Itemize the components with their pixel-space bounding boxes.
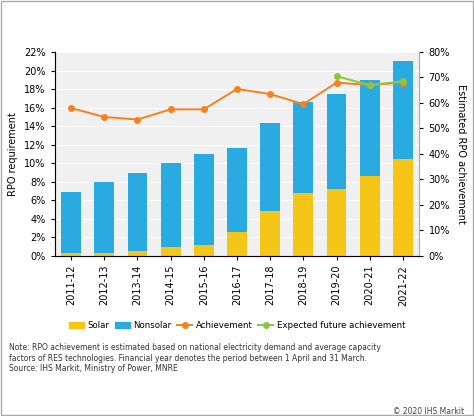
Legend: Solar, Nonsolar, Achievement, Expected future achievement: Solar, Nonsolar, Achievement, Expected f… <box>65 317 409 334</box>
Y-axis label: RPO requirement: RPO requirement <box>9 112 18 196</box>
Bar <box>327 189 346 256</box>
Bar <box>94 182 114 253</box>
Bar <box>128 173 147 251</box>
Bar <box>360 80 380 176</box>
Bar <box>393 61 413 159</box>
Bar <box>128 251 147 256</box>
Bar <box>194 245 214 256</box>
Y-axis label: Estimated RPO achievement: Estimated RPO achievement <box>456 84 465 224</box>
Text: RPO requirement and estimated achievement during FY 2012 to FY 2022: RPO requirement and estimated achievemen… <box>9 19 465 29</box>
Bar <box>260 123 280 211</box>
Bar <box>393 159 413 256</box>
Bar <box>293 193 313 256</box>
Bar <box>61 253 81 256</box>
Bar <box>61 192 81 253</box>
Bar <box>227 232 247 256</box>
Bar <box>94 253 114 256</box>
Text: Note: RPO achievement is estimated based on national electricity demand and aver: Note: RPO achievement is estimated based… <box>9 343 382 373</box>
Bar <box>293 102 313 193</box>
Bar <box>227 149 247 232</box>
Text: © 2020 IHS Markit: © 2020 IHS Markit <box>393 407 465 416</box>
Bar <box>327 94 346 189</box>
Bar <box>161 247 181 256</box>
Bar <box>161 163 181 247</box>
Bar <box>260 211 280 256</box>
Bar <box>194 154 214 245</box>
Bar <box>360 176 380 256</box>
